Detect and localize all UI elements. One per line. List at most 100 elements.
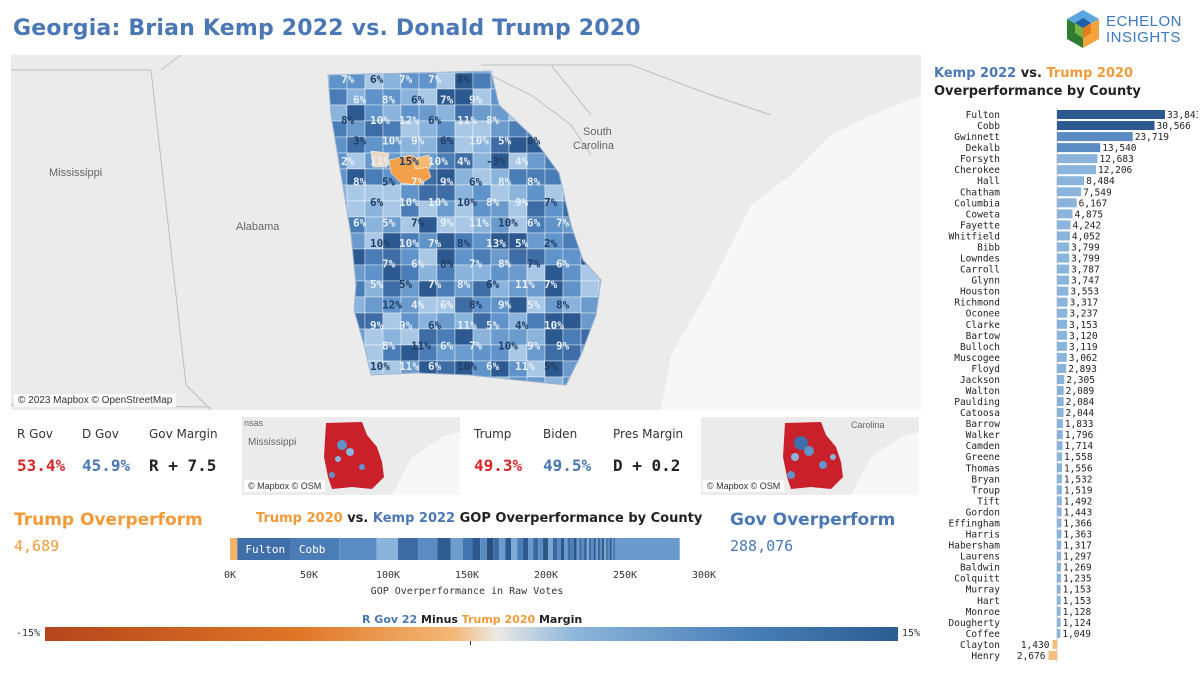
stacked-segment[interactable]: [528, 538, 534, 560]
county-cell[interactable]: [598, 232, 617, 250]
stacked-segment[interactable]: [499, 538, 506, 560]
county-cell[interactable]: [562, 184, 582, 202]
county-bar[interactable]: [1057, 573, 1061, 583]
county-bar[interactable]: [1057, 253, 1070, 263]
stacked-segment[interactable]: [593, 538, 596, 560]
stacked-segment[interactable]: [547, 538, 553, 560]
stacked-segment[interactable]: [595, 538, 598, 560]
county-cell[interactable]: [580, 200, 600, 218]
county-bar[interactable]: [1057, 121, 1155, 131]
stacked-segment[interactable]: [579, 538, 582, 560]
county-bar[interactable]: [1057, 143, 1101, 153]
county-cell[interactable]: [328, 280, 348, 298]
county-cell[interactable]: [562, 312, 582, 330]
gradient-legend-bar[interactable]: [45, 627, 898, 641]
county-bar[interactable]: [1057, 463, 1062, 473]
map-attribution[interactable]: © 2023 Mapbox © OpenStreetMap: [14, 394, 177, 407]
county-cell[interactable]: [544, 376, 564, 393]
county-bar[interactable]: [1057, 562, 1062, 572]
county-cell[interactable]: [346, 248, 366, 266]
stacked-segment[interactable]: [398, 538, 419, 560]
county-cell[interactable]: [346, 200, 366, 218]
georgia-county-map[interactable]: 7% 6% 7% 7% 8% 6% 8% 6% 7% 9% 8% 10% 12% 6% 11% 8% 3% 10%…: [11, 55, 921, 410]
county-bar[interactable]: [1057, 518, 1062, 528]
county-cell[interactable]: [328, 296, 348, 314]
county-cell[interactable]: [508, 136, 528, 154]
county-cell[interactable]: [328, 344, 348, 362]
county-cell[interactable]: [346, 360, 366, 378]
county-cell[interactable]: [526, 232, 546, 250]
county-bar[interactable]: [1057, 330, 1067, 340]
county-bar-chart[interactable]: Fulton 33,843 Cobb 30,566 Gwinnett 23,719 Deka…: [930, 106, 1198, 666]
county-bar[interactable]: [1057, 176, 1085, 186]
stacked-segment[interactable]: [589, 538, 592, 560]
county-cell[interactable]: [328, 312, 348, 330]
county-cell[interactable]: [328, 232, 348, 250]
stacked-segment[interactable]: [576, 538, 580, 560]
county-cell[interactable]: [580, 184, 600, 202]
county-cell[interactable]: [526, 376, 546, 393]
county-cell[interactable]: [562, 360, 582, 378]
county-bar[interactable]: [1057, 231, 1070, 241]
county-cell[interactable]: [526, 312, 546, 330]
stacked-segment[interactable]: [486, 538, 494, 560]
stacked-segment[interactable]: [597, 538, 601, 560]
county-bar[interactable]: [1057, 485, 1062, 495]
county-cell[interactable]: [580, 72, 600, 90]
county-cell[interactable]: [526, 152, 546, 170]
county-bar[interactable]: [1057, 110, 1165, 119]
county-cell[interactable]: [364, 88, 384, 106]
county-cell[interactable]: [598, 248, 617, 266]
county-cell[interactable]: [508, 168, 528, 186]
county-cell[interactable]: [346, 296, 366, 314]
stacked-segment[interactable]: [533, 538, 539, 560]
county-cell[interactable]: [382, 376, 402, 393]
county-bar[interactable]: [1057, 264, 1070, 274]
county-bar[interactable]: [1057, 165, 1096, 175]
county-bar[interactable]: [1057, 452, 1062, 462]
county-bar[interactable]: [1057, 441, 1063, 451]
stacked-segment[interactable]: [376, 538, 399, 560]
stacked-segment[interactable]: [543, 538, 548, 560]
county-cell[interactable]: [346, 328, 366, 346]
county-cell[interactable]: [328, 136, 348, 154]
county-cell[interactable]: [598, 296, 617, 314]
county-bar[interactable]: [1057, 341, 1067, 351]
county-cell[interactable]: [544, 88, 564, 106]
county-cell[interactable]: [598, 88, 617, 106]
county-bar[interactable]: [1057, 408, 1064, 418]
county-bar[interactable]: [1057, 496, 1062, 506]
stacked-segment[interactable]: [606, 538, 608, 560]
county-cell[interactable]: [580, 152, 600, 170]
county-cell[interactable]: [364, 344, 384, 362]
county-bar[interactable]: [1057, 352, 1067, 362]
stacked-segment[interactable]: [607, 538, 610, 560]
county-cell[interactable]: [598, 200, 617, 218]
county-bar[interactable]: [1057, 584, 1061, 594]
county-cell[interactable]: [508, 296, 528, 314]
county-bar[interactable]: [1057, 397, 1064, 407]
county-bar[interactable]: [1057, 154, 1098, 164]
stacked-segment[interactable]: [437, 538, 451, 560]
stacked-segment[interactable]: [573, 538, 577, 560]
stacked-segment[interactable]: [450, 538, 463, 560]
stacked-segment[interactable]: [570, 538, 574, 560]
county-cell[interactable]: [598, 216, 617, 234]
county-cell[interactable]: [364, 168, 384, 186]
stacked-segment[interactable]: [290, 538, 340, 560]
stacked-segment[interactable]: [600, 538, 603, 560]
county-cell[interactable]: [598, 168, 617, 186]
county-bar[interactable]: [1057, 132, 1133, 142]
county-cell[interactable]: [472, 376, 492, 393]
county-cell[interactable]: [490, 88, 510, 106]
county-cell[interactable]: [364, 136, 384, 154]
county-cell[interactable]: [526, 200, 546, 218]
county-cell[interactable]: [598, 312, 617, 330]
county-cell[interactable]: [328, 376, 348, 393]
county-cell[interactable]: [418, 376, 438, 393]
stacked-segment[interactable]: [493, 538, 500, 560]
county-cell[interactable]: [328, 328, 348, 346]
county-cell[interactable]: [598, 360, 617, 378]
stacked-segment[interactable]: [614, 538, 680, 560]
stacked-segment[interactable]: [472, 538, 481, 560]
